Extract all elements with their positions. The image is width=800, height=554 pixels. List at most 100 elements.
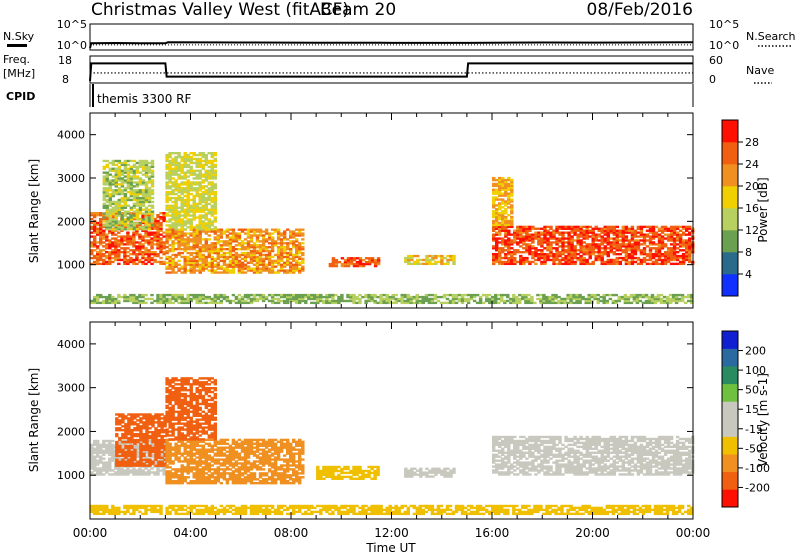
heatmap-cell	[123, 260, 127, 264]
heatmap-cell	[516, 225, 520, 229]
heatmap-cell	[403, 299, 408, 303]
heatmap-cell	[183, 255, 187, 259]
heatmap-cell	[632, 295, 637, 299]
heatmap-cell	[276, 238, 281, 241]
heatmap-cell	[105, 245, 109, 248]
heatmap-cell	[579, 254, 583, 258]
heatmap-cell	[198, 295, 202, 299]
heatmap-cell	[114, 243, 118, 246]
heatmap-cell	[96, 227, 100, 230]
heatmap-cell	[115, 446, 119, 450]
heatmap-cell	[102, 237, 106, 240]
heatmap-cell	[201, 293, 206, 297]
heatmap-cell	[160, 464, 164, 467]
heatmap-cell	[102, 301, 106, 305]
heatmap-cell	[391, 297, 395, 301]
heatmap-cell	[364, 299, 368, 303]
heatmap-cell	[168, 152, 172, 155]
heatmap-cell	[331, 261, 336, 264]
heatmap-cell	[600, 258, 604, 262]
heatmap-cell	[495, 247, 499, 250]
heatmap-cell	[120, 173, 125, 176]
heatmap-cell	[99, 249, 103, 252]
heatmap-cell	[292, 242, 296, 245]
heatmap-cell	[510, 190, 514, 193]
heatmap-cell	[495, 212, 499, 215]
heatmap-cell	[540, 239, 544, 242]
heatmap-cell	[273, 253, 278, 257]
heatmap-cell	[575, 297, 579, 301]
heatmap-cell	[669, 243, 674, 246]
heatmap-cell	[142, 458, 146, 461]
heatmap-cell	[111, 169, 116, 172]
heatmap-cell	[495, 188, 499, 191]
heatmap-cell	[519, 239, 523, 242]
heatmap-cell	[198, 246, 202, 249]
heatmap-cell	[189, 204, 193, 207]
heatmap-cell	[434, 262, 438, 266]
heatmap-cell	[114, 218, 119, 221]
heatmap-cell	[410, 254, 414, 258]
heatmap-cell	[192, 232, 196, 235]
heatmap-cell	[210, 248, 215, 251]
heatmap-cell	[201, 152, 206, 155]
heatmap-cell	[154, 456, 158, 459]
heatmap-cell	[99, 445, 103, 449]
heatmap-cell	[672, 241, 677, 244]
heatmap-cell	[130, 452, 134, 456]
heatmap-cell	[157, 452, 161, 456]
heatmap-cell	[165, 242, 169, 245]
heatmap-cell	[295, 249, 299, 253]
heatmap-cell	[201, 175, 206, 178]
heatmap-cell	[555, 254, 559, 258]
heatmap-cell	[108, 202, 113, 206]
heatmap-cell	[147, 235, 151, 238]
heatmap-cell	[370, 259, 375, 262]
heatmap-cell	[96, 473, 100, 476]
heatmap-cell	[150, 455, 154, 458]
heatmap-cell	[331, 259, 336, 262]
heatmap-cell	[653, 295, 658, 299]
heatmap-cell	[213, 232, 218, 235]
heatmap-cell	[588, 256, 592, 260]
heatmap-cell	[437, 254, 441, 258]
heatmap-cell	[186, 248, 190, 251]
heatmap-cell	[433, 295, 438, 299]
heatmap-cell	[567, 243, 571, 246]
heatmap-cell	[136, 423, 140, 426]
heatmap-cell	[647, 297, 652, 301]
heatmap-cell	[279, 295, 284, 299]
heatmap-cell	[213, 248, 218, 251]
heatmap-cell	[534, 235, 538, 238]
heatmap-cell	[102, 463, 106, 466]
heatmap-cell	[207, 263, 212, 266]
heatmap-cell	[606, 227, 611, 230]
heatmap-cell	[512, 299, 516, 303]
heatmap-cell	[114, 192, 119, 196]
heatmap-cell	[600, 237, 604, 240]
heatmap-cell	[148, 448, 152, 452]
heatmap-cell	[105, 233, 109, 236]
heatmap-cell	[165, 212, 169, 215]
heatmap-cell	[485, 295, 489, 299]
heatmap-cell	[225, 236, 230, 239]
heatmap-cell	[210, 271, 215, 274]
heatmap-cell	[111, 233, 115, 236]
heatmap-cell	[160, 450, 164, 454]
heatmap-cell	[147, 260, 151, 264]
heatmap-cell	[123, 262, 127, 266]
heatmap-cell	[261, 253, 266, 257]
heatmap-cell	[162, 231, 166, 234]
heatmap-cell	[564, 262, 568, 266]
heatmap-cell	[669, 254, 674, 258]
heatmap-cell	[171, 267, 175, 270]
heatmap-cell	[129, 189, 134, 192]
heatmap-cell	[549, 225, 553, 229]
heatmap-cell	[642, 241, 647, 244]
heatmap-cell	[138, 293, 142, 297]
heatmap-cell	[141, 226, 146, 229]
heatmap-cell	[573, 249, 577, 252]
heatmap-cell	[270, 269, 275, 272]
heatmap-cell	[207, 169, 212, 172]
heatmap-cell	[111, 473, 115, 476]
